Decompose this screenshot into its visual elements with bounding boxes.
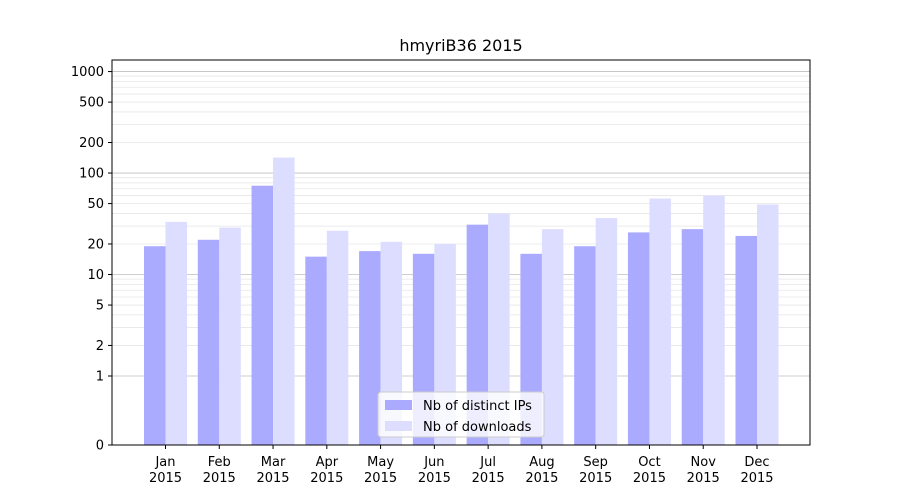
x-tick-label-month: Oct [638, 455, 660, 470]
bar-distinct-ips [197, 239, 220, 445]
y-tick-label: 500 [79, 96, 104, 111]
bar-downloads [595, 218, 618, 445]
bar-distinct-ips [359, 251, 381, 445]
bar-downloads [219, 227, 241, 445]
x-tick-label-month: Aug [529, 455, 554, 470]
bar-downloads [703, 195, 725, 445]
bar-downloads [757, 204, 779, 445]
plot-frame [111, 59, 811, 446]
bar-downloads [326, 230, 349, 445]
y-tick-label: 1 [96, 369, 104, 384]
bar-downloads [649, 198, 671, 445]
x-tick-label-year: 2015 [687, 471, 720, 486]
x-tick-label-month: Mar [261, 455, 286, 470]
x-tick-label-year: 2015 [472, 471, 505, 486]
bar-distinct-ips [681, 229, 704, 445]
y-tick-label: 50 [87, 197, 104, 212]
bar-downloads [273, 157, 295, 446]
legend-box [377, 391, 545, 438]
y-tick-label: 5 [96, 299, 104, 314]
x-tick-label-month: Sep [583, 455, 608, 470]
bars [144, 157, 779, 446]
y-tick-label: 2 [96, 339, 104, 354]
chart-title: hmyriB36 2015 [399, 36, 522, 55]
bar-distinct-ips [735, 235, 757, 445]
bar-distinct-ips [305, 256, 327, 445]
x-tick-label-month: Dec [744, 455, 769, 470]
bar-downloads [541, 229, 564, 445]
y-axis: 0 1 2 5 10 20 50 100 200 500 1000 [71, 65, 112, 454]
bar-distinct-ips [627, 232, 650, 445]
x-tick-label-year: 2015 [633, 471, 666, 486]
bar-distinct-ips [251, 185, 274, 445]
x-tick-label-year: 2015 [579, 471, 612, 486]
y-tick-label: 100 [79, 167, 104, 182]
legend-label: Nb of distinct IPs [423, 399, 532, 414]
x-tick-label-year: 2015 [256, 471, 289, 486]
x-tick-label-year: 2015 [525, 471, 558, 486]
x-tick-label-month: May [367, 455, 394, 470]
x-tick-label-year: 2015 [418, 471, 451, 486]
x-tick-label-month: Jun [423, 455, 444, 470]
bar-distinct-ips [574, 246, 596, 445]
y-tick-label: 10 [87, 268, 104, 283]
x-tick-label-year: 2015 [203, 471, 236, 486]
y-tick-label: 0 [96, 439, 104, 454]
legend-swatch [385, 421, 412, 431]
bar-distinct-ips [466, 224, 489, 445]
bar-downloads [488, 213, 510, 445]
y-tick-label: 200 [79, 136, 104, 151]
legend-label: Nb of downloads [423, 420, 532, 435]
x-tick-label-month: Apr [316, 455, 339, 470]
x-tick-label-year: 2015 [149, 471, 182, 486]
x-tick-label-month: Nov [691, 455, 717, 470]
x-tick-label-month: Jan [154, 455, 175, 470]
x-tick-label-month: Jul [479, 455, 496, 470]
bar-distinct-ips [144, 246, 166, 445]
x-tick-label-year: 2015 [740, 471, 773, 486]
y-tick-label: 1000 [71, 65, 104, 80]
x-tick-label-year: 2015 [364, 471, 397, 486]
x-tick-label-year: 2015 [310, 471, 343, 486]
bar-downloads [165, 221, 187, 445]
y-tick-label: 20 [87, 237, 104, 252]
legend-swatch [385, 400, 412, 410]
legend: Nb of distinct IPs Nb of downloads [377, 391, 545, 438]
x-axis: Jan2015Feb2015Mar2015Apr2015May2015Jun20… [149, 445, 774, 486]
x-tick-label-month: Feb [208, 455, 231, 470]
